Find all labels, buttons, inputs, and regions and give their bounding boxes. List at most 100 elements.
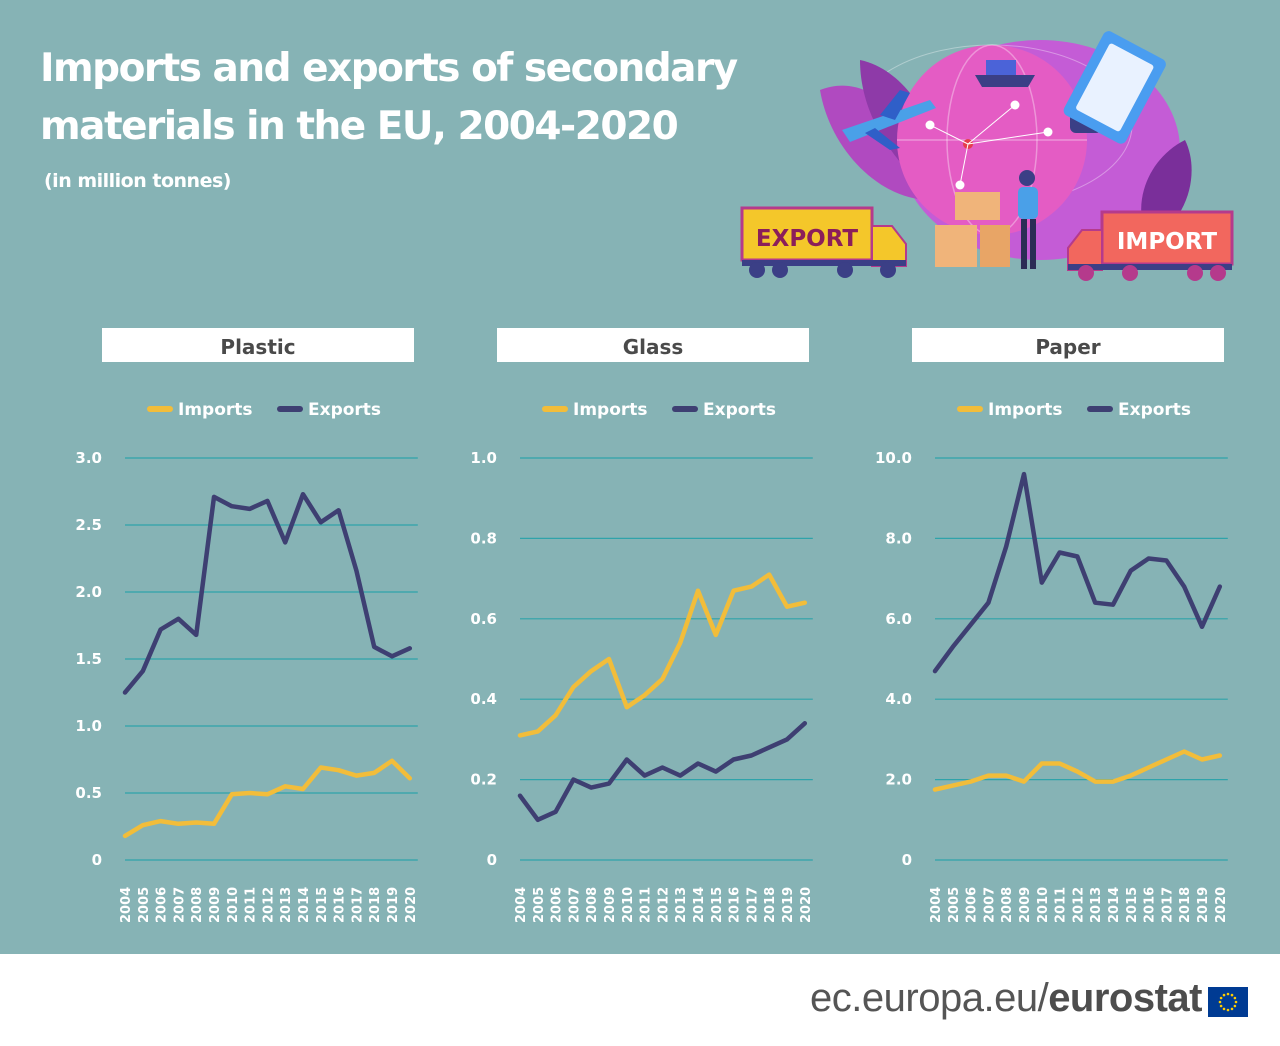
- x-tick-label: 2013: [674, 887, 689, 923]
- export-truck-icon: EXPORT: [740, 206, 907, 278]
- x-tick-label: 2006: [155, 887, 170, 923]
- series-line-exports: [932, 471, 1223, 674]
- x-tick-label: 2004: [119, 887, 134, 923]
- x-tick-label: 2008: [190, 887, 205, 923]
- chart-title-box: [912, 328, 1224, 362]
- x-tick-label: 2010: [621, 887, 636, 923]
- x-tick-label: 2008: [585, 887, 600, 923]
- x-tick-label: 2010: [226, 887, 241, 923]
- trade-illustration: EXPORT IMPORT: [740, 31, 1234, 281]
- x-tick-label: 2013: [1089, 887, 1104, 923]
- x-tick-label: 2005: [137, 887, 152, 923]
- y-tick-label: 8.0: [885, 529, 912, 547]
- y-tick-label: 4.0: [885, 690, 912, 708]
- eu-flag-icon: [1208, 987, 1248, 1017]
- x-tick-label: 2009: [208, 887, 223, 923]
- x-tick-label: 2018: [763, 887, 778, 923]
- series-line-imports: [122, 758, 413, 839]
- x-tick-label: 2011: [1054, 887, 1069, 923]
- footer: ec.europa.eu/eurostat: [0, 954, 1280, 1046]
- x-tick-label: 2020: [404, 887, 419, 923]
- x-tick-label: 2020: [1214, 887, 1229, 923]
- legend-label-imports: Imports: [988, 400, 1063, 420]
- y-tick-label: 2.5: [75, 516, 102, 534]
- series-line-exports: [517, 721, 808, 823]
- x-tick-label: 2017: [350, 887, 365, 923]
- footer-domain: ec.europa.eu/: [810, 976, 1049, 1020]
- airplane-icon: [842, 90, 936, 150]
- ship-icon: [975, 60, 1035, 87]
- legend-label-exports: Exports: [308, 400, 381, 420]
- x-tick-label: 2016: [1143, 887, 1158, 923]
- import-truck-icon: IMPORT: [1067, 210, 1234, 281]
- series-line-imports: [932, 749, 1223, 792]
- x-tick-label: 2013: [279, 887, 294, 923]
- x-tick-label: 2020: [799, 887, 814, 923]
- chart-title: Plastic: [220, 335, 295, 359]
- chart-plastic: Plastic Imports Exports 0 0.5 1.0 1.5 2.0 2.5 3.0…: [75, 328, 419, 923]
- x-tick-label: 2011: [244, 887, 259, 923]
- x-tick-label: 2004: [514, 887, 529, 923]
- y-tick-label: 0: [487, 851, 497, 869]
- x-tick-label: 2018: [1178, 887, 1193, 923]
- x-tick-label: 2005: [947, 887, 962, 923]
- x-tick-label: 2012: [656, 887, 671, 923]
- y-tick-label: 0.6: [470, 610, 497, 628]
- x-tick-label: 2015: [1125, 887, 1140, 923]
- x-tick-label: 2014: [692, 887, 707, 923]
- y-tick-label: 0.8: [470, 529, 497, 547]
- page-title: Imports and exports of secondary materia…: [40, 46, 738, 149]
- eurostat-link[interactable]: ec.europa.eu/eurostat: [810, 976, 1202, 1021]
- clipboard-icon: [1063, 31, 1166, 144]
- x-tick-label: 2009: [1018, 887, 1033, 923]
- series-line-exports: [122, 491, 413, 695]
- x-tick-label: 2006: [550, 887, 565, 923]
- chart-title-box: [497, 328, 809, 362]
- x-tick-label: 2016: [333, 887, 348, 923]
- y-tick-label: 0.4: [470, 690, 497, 708]
- legend-label-imports: Imports: [178, 400, 253, 420]
- series-line-imports: [517, 572, 808, 738]
- x-tick-label: 2019: [781, 887, 796, 923]
- chart-title-box: [102, 328, 414, 362]
- y-tick-label: 1.0: [470, 449, 497, 467]
- x-tick-label: 2011: [639, 887, 654, 923]
- y-tick-label: 2.0: [75, 583, 102, 601]
- x-tick-label: 2019: [386, 887, 401, 923]
- x-tick-label: 2008: [1000, 887, 1015, 923]
- y-tick-label: 0.5: [75, 784, 102, 802]
- x-tick-label: 2005: [532, 887, 547, 923]
- x-tick-label: 2012: [261, 887, 276, 923]
- export-label: EXPORT: [756, 226, 859, 252]
- boxes-icon: [935, 192, 1010, 267]
- x-tick-label: 2015: [315, 887, 330, 923]
- worker-icon: [1018, 170, 1038, 269]
- y-tick-label: 0: [902, 851, 912, 869]
- y-tick-label: 10.0: [875, 449, 912, 467]
- y-tick-label: 0.2: [470, 771, 497, 789]
- x-tick-label: 2019: [1196, 887, 1211, 923]
- y-tick-label: 1.5: [75, 650, 102, 668]
- legend-label-imports: Imports: [573, 400, 648, 420]
- chart-title: Paper: [1035, 335, 1100, 359]
- x-tick-label: 2014: [1107, 887, 1122, 923]
- x-tick-label: 2007: [567, 887, 582, 923]
- import-label: IMPORT: [1117, 229, 1218, 255]
- x-tick-label: 2004: [929, 887, 944, 923]
- x-tick-label: 2018: [368, 887, 383, 923]
- x-tick-label: 2007: [172, 887, 187, 923]
- chart-title: Glass: [623, 335, 684, 359]
- y-tick-label: 3.0: [75, 449, 102, 467]
- legend-label-exports: Exports: [1118, 400, 1191, 420]
- y-tick-label: 0: [92, 851, 102, 869]
- y-tick-label: 2.0: [885, 771, 912, 789]
- y-tick-label: 6.0: [885, 610, 912, 628]
- x-tick-label: 2010: [1036, 887, 1051, 923]
- page-subtitle: (in million tonnes): [44, 170, 231, 192]
- x-tick-label: 2017: [745, 887, 760, 923]
- legend-label-exports: Exports: [703, 400, 776, 420]
- x-tick-label: 2014: [297, 887, 312, 923]
- x-tick-label: 2009: [603, 887, 618, 923]
